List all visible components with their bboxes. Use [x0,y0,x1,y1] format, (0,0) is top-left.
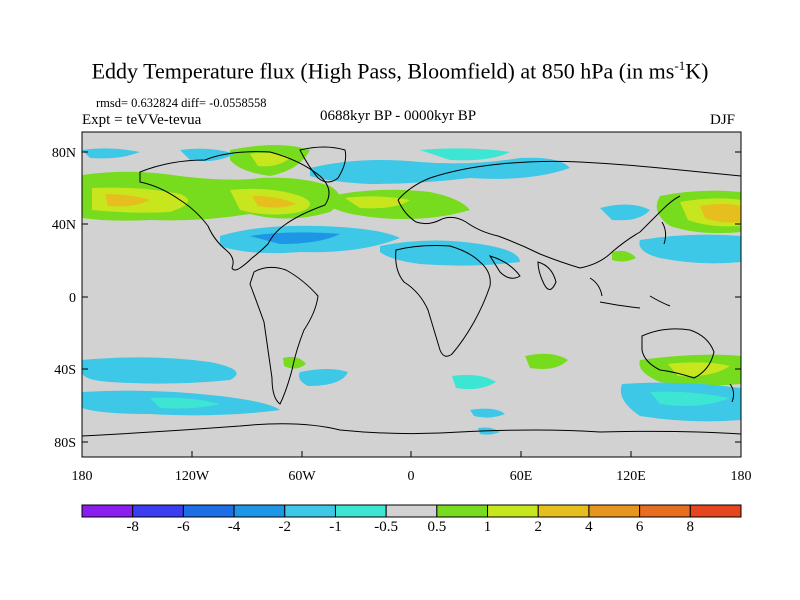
colorbar-box [182,504,235,518]
y-tick-label: 80S [54,436,76,451]
anomaly-region [650,391,730,406]
colorbar-label: 0.5 [427,519,447,535]
anomaly-region [420,148,510,161]
y-tick-label: 40N [52,218,76,233]
colorbar-box [639,504,691,518]
title-main: Eddy Temperature flux (High Pass, Bloomf… [91,58,675,84]
y-tick-label: 80N [52,146,76,161]
continent-outline [82,423,741,437]
colorbar-label: 1 [483,519,492,535]
anomaly-region [470,408,505,418]
colorbar-label: 6 [635,519,644,535]
anomaly-region [345,196,410,209]
colorbar-box [588,504,641,518]
continent-outline [395,245,491,357]
x-axis-labels: 180 120W 60W 0 60E 120E 180 [72,469,752,484]
anomaly-region [150,397,220,409]
anomaly-region [310,157,570,184]
colorbar-box [487,504,539,518]
x-tick-label: 180 [731,469,752,484]
season-label: DJF [710,112,736,128]
colorbar-box [132,504,184,518]
anomaly-region [600,204,650,221]
period-label: 0688kyr BP - 0000kyr BP [320,108,477,124]
figure-title: Eddy Temperature flux (High Pass, Bloomf… [0,58,800,84]
colorbar-label: 8 [686,519,695,535]
continent-outline [589,277,671,309]
colorbar-label: -2 [278,519,292,535]
anomaly-region [283,356,306,369]
continent-outline [488,255,557,290]
colorbar-label: -8 [126,519,139,535]
x-axis-ticks [81,451,742,457]
anomaly-region [668,362,730,377]
stats-text: rmsd= 0.632824 diff= -0.0558558 [96,96,267,110]
colorbar-box [334,504,387,518]
anomaly-region [105,194,150,207]
continent-outline [299,146,347,183]
colorbar-label: -6 [177,519,190,535]
experiment-label: Expt = teVVe-tevua [82,112,202,128]
colorbar-box [436,504,489,518]
colorbar-box [689,504,742,518]
x-tick-label: 60W [288,469,316,484]
continent-outline [729,383,735,403]
sh-anomaly-fields [82,353,741,435]
anomaly-region [452,374,496,390]
title-superscript: -1 [674,58,686,73]
continent-outline [397,160,741,269]
x-tick-label: 120W [175,469,210,484]
anomaly-region [252,196,296,208]
anomaly-region [612,250,636,262]
anomaly-region [700,204,741,223]
anomaly-region [299,369,348,386]
colorbar-label: 2 [534,519,542,535]
colorbar [81,504,742,518]
anomaly-region [82,357,237,384]
colorbar-label: 4 [585,519,593,535]
x-tick-label: 60E [510,469,533,484]
colorbar-box [284,504,336,518]
x-tick-label: 0 [408,469,415,484]
y-axis-labels: 80N 40N 0 40S 80S [52,146,76,451]
x-tick-label: 180 [72,469,93,484]
y-tick-label: 0 [69,291,76,306]
anomaly-region [525,353,568,369]
anomaly-region [250,152,290,167]
continent-outline [139,151,330,271]
anomaly-region [180,148,235,162]
colorbar-box [537,504,590,518]
anomaly-region [82,148,140,159]
colorbar-box [81,504,134,518]
continent-outline [641,328,715,379]
continent-outline [661,221,667,245]
colorbar-label: -1 [329,519,342,535]
colorbar-label: -0.5 [374,519,399,535]
coastlines [82,146,741,437]
colorbar-box [385,504,438,518]
colorbar-label: -4 [227,519,241,535]
continent-outline [249,266,319,405]
x-tick-label: 120E [616,469,646,484]
y-tick-label: 40S [54,363,76,378]
anomaly-region [250,232,340,244]
title-end: K) [685,58,709,84]
y-axis-ticks [82,151,741,443]
colorbar-box [233,504,286,518]
